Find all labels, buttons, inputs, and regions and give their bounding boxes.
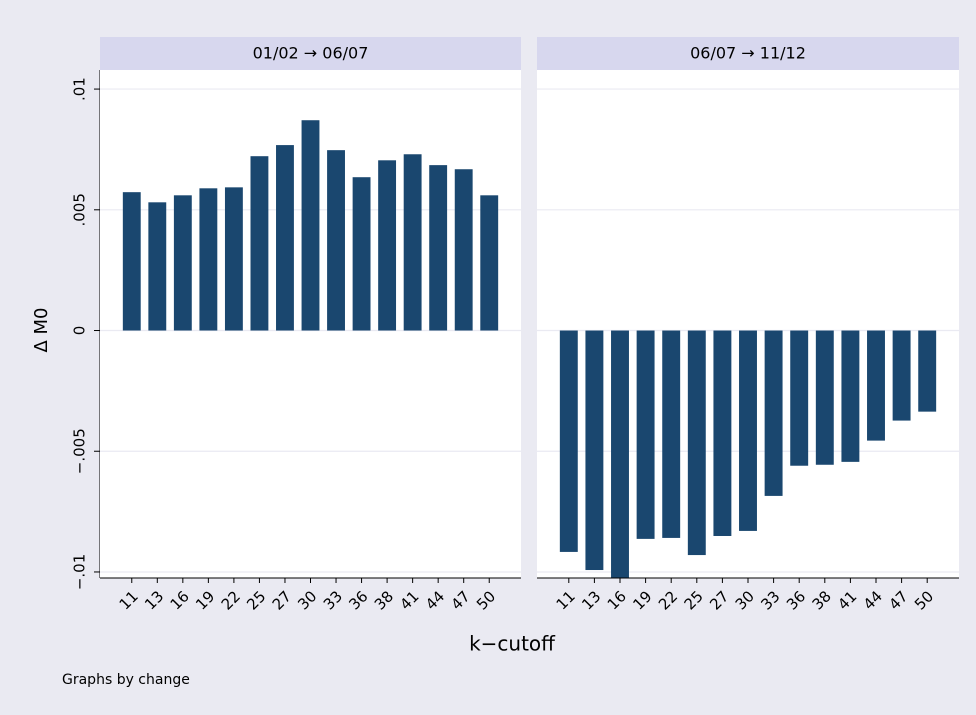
panel-header (100, 37, 521, 70)
x-tick-label: 47 (447, 587, 473, 613)
x-tick-label: 50 (473, 587, 499, 613)
y-tick-label: −.01 (71, 554, 89, 590)
bar (224, 187, 243, 331)
bar (764, 330, 783, 496)
x-tick-label: 19 (629, 587, 655, 613)
x-tick-label: 36 (345, 587, 371, 613)
bar (611, 330, 629, 578)
bar (841, 330, 860, 462)
bar (892, 330, 911, 421)
bar (276, 145, 294, 331)
x-tick-label: 38 (809, 587, 835, 613)
x-tick-label: 27 (269, 587, 295, 613)
x-tick-label: 38 (371, 587, 397, 613)
bar (199, 188, 218, 331)
bar (867, 330, 885, 441)
bar (662, 330, 681, 538)
x-tick-label: 50 (911, 587, 937, 613)
bar (301, 120, 320, 331)
x-axis-label: k−cutoff (469, 632, 556, 656)
x-tick-label: 30 (294, 587, 320, 613)
bar (429, 165, 448, 331)
bar (148, 202, 167, 331)
x-tick-label: 44 (860, 587, 886, 613)
bar (378, 160, 397, 331)
bar (559, 330, 578, 552)
bar (585, 330, 604, 571)
note: Graphs by change (62, 672, 190, 688)
x-tick-label: 36 (783, 587, 809, 613)
bar (480, 195, 499, 331)
y-tick-label: .01 (71, 77, 89, 101)
x-tick-label: 33 (320, 587, 346, 613)
x-tick-label: 41 (396, 587, 422, 613)
bar (636, 330, 655, 539)
bar (352, 177, 371, 331)
y-tick-label: −.005 (71, 428, 89, 474)
bar (790, 330, 809, 466)
bar (739, 330, 757, 531)
panel-title: 06/07 → 11/12 (690, 44, 806, 63)
bar (327, 150, 345, 331)
x-tick-label: 16 (167, 587, 193, 613)
x-tick-label: 25 (681, 587, 707, 613)
x-tick-label: 41 (834, 587, 860, 613)
bar (122, 192, 141, 331)
x-tick-label: 25 (243, 587, 269, 613)
bar (713, 330, 732, 536)
bars (559, 330, 937, 578)
x-tick-label: 19 (192, 587, 218, 613)
x-tick-label: 11 (116, 587, 142, 613)
panel-header (537, 37, 959, 70)
bar (173, 195, 192, 331)
x-tick-label: 11 (553, 587, 579, 613)
x-tick-label: 44 (422, 587, 448, 613)
x-tick-label: 13 (578, 587, 604, 613)
bar (815, 330, 834, 465)
bar (250, 156, 269, 331)
bar (687, 330, 706, 556)
x-tick-label: 22 (655, 587, 681, 613)
bars (122, 120, 499, 331)
x-tick-label: 30 (732, 587, 758, 613)
x-tick-label: 13 (141, 587, 167, 613)
y-tick-label: .005 (71, 193, 89, 226)
panel-title: 01/02 → 06/07 (253, 44, 369, 63)
y-axis-label: Δ M0 (31, 307, 52, 352)
x-tick-label: 33 (757, 587, 783, 613)
x-tick-label: 22 (218, 587, 244, 613)
x-tick-label: 47 (885, 587, 911, 613)
y-tick-label: 0 (71, 326, 89, 336)
bar (918, 330, 937, 412)
x-tick-label: 16 (604, 587, 630, 613)
x-tick-label: 27 (706, 587, 732, 613)
bar (454, 169, 473, 331)
bar (403, 154, 422, 331)
